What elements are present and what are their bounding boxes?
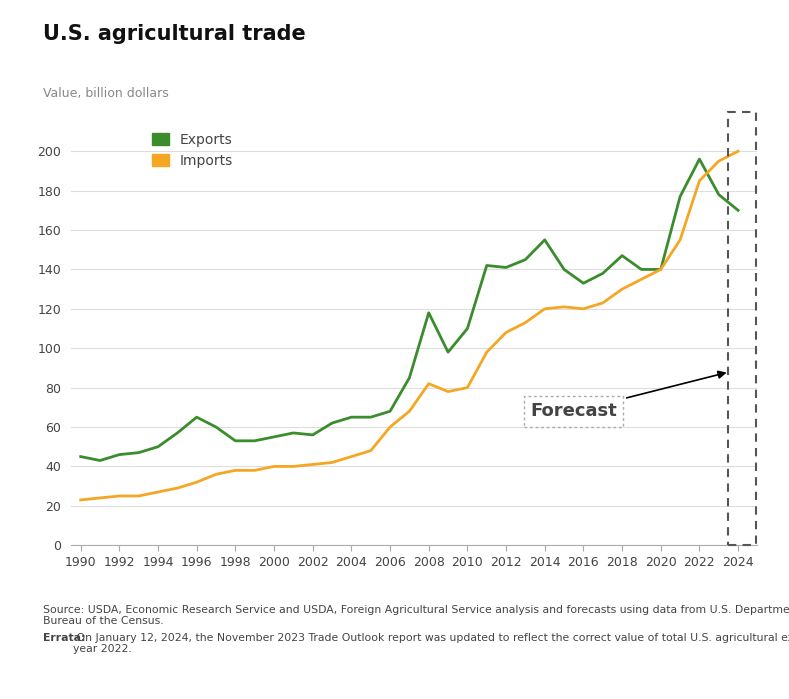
Imports xyxy=(211,470,221,479)
Imports xyxy=(250,466,260,475)
Exports xyxy=(211,423,221,431)
Exports xyxy=(327,419,337,427)
Exports xyxy=(733,206,742,215)
Exports xyxy=(230,437,240,445)
Imports xyxy=(675,236,685,244)
Exports xyxy=(694,155,704,164)
Text: U.S. agricultural trade: U.S. agricultural trade xyxy=(43,24,306,45)
Exports xyxy=(95,456,105,465)
Exports xyxy=(675,192,685,201)
Imports xyxy=(578,305,588,313)
Exports xyxy=(637,265,646,273)
Text: On January 12, 2024, the November 2023 Trade Outlook report was updated to refle: On January 12, 2024, the November 2023 T… xyxy=(73,633,789,654)
Line: Exports: Exports xyxy=(80,159,738,461)
Imports xyxy=(482,348,492,356)
Exports xyxy=(153,442,163,451)
Imports xyxy=(230,466,240,475)
Exports xyxy=(366,413,376,421)
Imports xyxy=(114,492,124,500)
Imports xyxy=(327,459,337,467)
Imports xyxy=(501,329,510,337)
Imports xyxy=(617,285,626,294)
Imports xyxy=(521,319,530,327)
Imports xyxy=(346,452,356,461)
Imports xyxy=(656,265,665,273)
Imports xyxy=(385,423,394,431)
Imports xyxy=(443,387,453,396)
Exports xyxy=(114,450,124,459)
Exports xyxy=(250,437,260,445)
Exports xyxy=(462,324,472,333)
Imports xyxy=(192,478,201,487)
Exports xyxy=(289,428,298,437)
Exports xyxy=(269,433,279,441)
Exports xyxy=(559,265,569,273)
Imports xyxy=(714,157,724,165)
Text: Errata:: Errata: xyxy=(43,633,86,642)
Imports xyxy=(733,147,742,155)
Exports xyxy=(173,428,182,437)
Imports xyxy=(366,447,376,455)
Exports xyxy=(308,431,317,439)
Imports xyxy=(540,305,549,313)
Imports xyxy=(95,493,105,502)
Imports xyxy=(134,492,144,500)
Imports xyxy=(405,407,414,415)
Imports xyxy=(424,380,433,388)
Exports xyxy=(617,252,626,260)
Exports xyxy=(540,236,549,244)
Exports xyxy=(656,265,665,273)
Exports xyxy=(714,190,724,199)
Exports xyxy=(424,308,433,317)
Imports xyxy=(289,462,298,470)
Exports xyxy=(521,255,530,264)
Exports xyxy=(76,452,85,461)
Text: Forecast: Forecast xyxy=(530,371,725,420)
Imports xyxy=(637,275,646,284)
Bar xyxy=(728,112,757,545)
Imports xyxy=(153,488,163,496)
Exports xyxy=(134,449,144,457)
Imports xyxy=(694,177,704,185)
Imports xyxy=(308,460,317,468)
Imports xyxy=(462,384,472,392)
Text: Value, billion dollars: Value, billion dollars xyxy=(43,87,169,101)
Exports xyxy=(501,264,510,272)
Imports xyxy=(76,496,85,504)
Exports xyxy=(385,407,394,415)
Exports xyxy=(192,413,201,421)
Exports xyxy=(443,348,453,356)
Line: Imports: Imports xyxy=(80,151,738,500)
Imports xyxy=(598,298,608,307)
Exports xyxy=(482,261,492,270)
Exports xyxy=(578,279,588,287)
Exports xyxy=(598,269,608,278)
Legend: Exports, Imports: Exports, Imports xyxy=(147,127,239,173)
Exports xyxy=(346,413,356,421)
Exports xyxy=(405,373,414,382)
Imports xyxy=(173,484,182,492)
Text: Source: USDA, Economic Research Service and USDA, Foreign Agricultural Service a: Source: USDA, Economic Research Service … xyxy=(43,605,789,626)
Imports xyxy=(269,462,279,470)
Imports xyxy=(559,303,569,311)
